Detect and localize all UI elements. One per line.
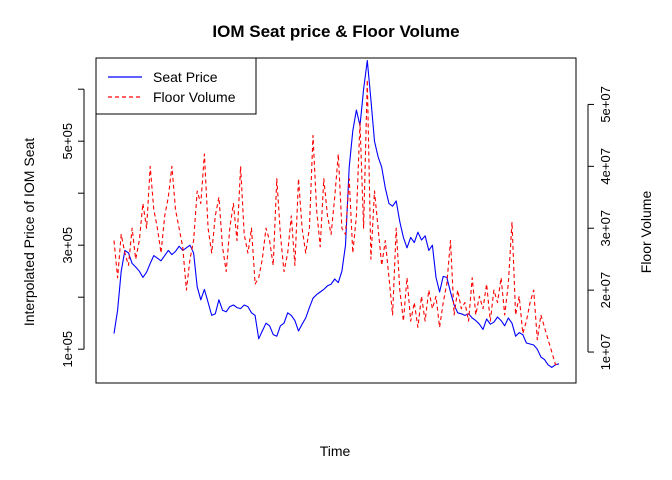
left-axis-label: Interpolated Price of IOM Seat [21,138,37,326]
left-tick-label: 3e+05 [60,227,75,264]
legend-label-floor-volume: Floor Volume [153,89,236,105]
chart-title: IOM Seat price & Floor Volume [212,22,459,41]
series-line-seat-price [113,60,560,368]
right-tick-label: 4e+07 [598,148,613,185]
right-tick-label: 3e+07 [598,210,613,247]
left-axis: 1e+05 3e+05 5e+05 [60,88,85,368]
right-axis-label: Floor Volume [638,191,654,274]
right-tick-label: 2e+07 [598,272,613,309]
right-tick-label: 1e+07 [598,334,613,371]
left-tick-label: 5e+05 [60,123,75,160]
legend: Seat Price Floor Volume [95,57,257,115]
x-axis-label: Time [320,443,351,459]
legend-box [95,57,257,115]
legend-label-seat-price: Seat Price [153,69,218,85]
series-line-floor-volume [113,79,559,365]
left-tick-label: 1e+05 [60,331,75,368]
plot-frame [95,57,577,384]
right-tick-label: 5e+07 [598,86,613,123]
series-layer [113,60,560,368]
right-axis: 1e+07 2e+07 3e+07 4e+07 5e+07 [587,86,613,371]
